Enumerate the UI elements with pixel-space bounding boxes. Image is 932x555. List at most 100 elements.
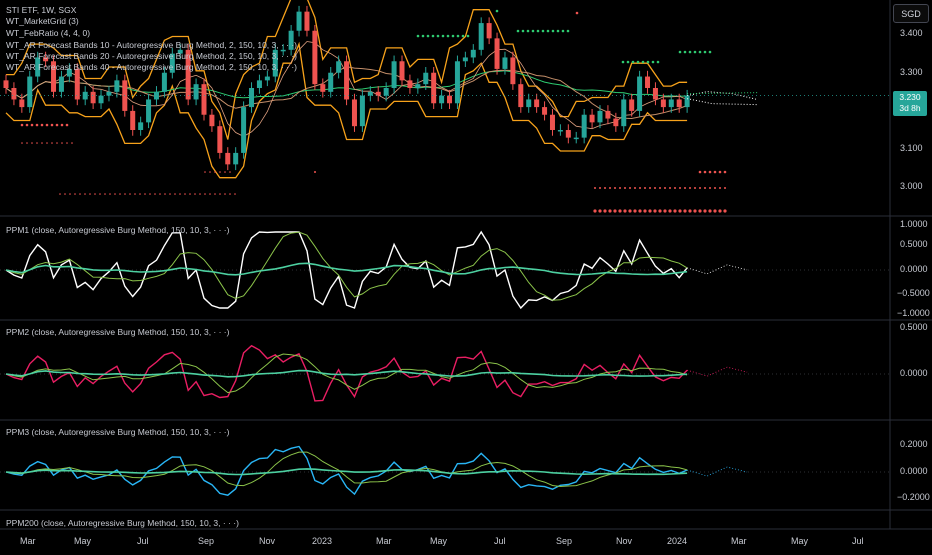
support-dots [638,209,642,213]
support-dots [66,142,68,144]
support-dots [709,187,711,189]
support-dots [669,187,671,189]
ppm1-tick: 1.0000 [900,219,928,229]
support-dots [36,142,38,144]
time-tick: 2023 [312,536,333,546]
support-dots [35,123,39,127]
support-dots [204,171,206,173]
resistance-dots [431,34,435,38]
candle-body [169,53,175,73]
resistance-dots [556,29,560,33]
support-dots [179,193,181,195]
resistance-dots [456,34,460,38]
time-tick: Sep [556,536,573,546]
forecast-path [687,98,758,106]
support-dots [708,209,712,213]
resistance-dots [526,29,530,33]
support-dots [684,187,686,189]
candle-body [470,49,476,58]
candle-body [494,38,500,69]
support-dots [25,123,29,127]
support-dots [99,193,101,195]
support-dots [658,209,662,213]
support-dots [199,193,201,195]
candle-body [344,61,350,100]
support-dots [20,123,24,127]
support-dots [703,209,707,213]
support-dots [89,193,91,195]
candle-body [621,99,627,127]
candle-body [534,99,540,108]
support-dots [64,193,66,195]
candle-body [256,80,262,88]
support-dots [663,209,667,213]
last-price-tag: 3.230 3d 8h [893,91,927,116]
resistance-dots [688,50,692,54]
candle-body [526,99,532,108]
candle-body [320,84,326,92]
support-dots [74,193,76,195]
support-dots [69,193,71,195]
ppm1-tick: −1.0000 [897,308,930,318]
support-dots [61,142,63,144]
currency-button[interactable]: SGD [893,4,929,23]
support-dots [26,142,28,144]
time-tick: Jul [137,536,149,546]
support-dots [45,123,49,127]
ppm2-line [5,344,688,402]
resistance-dots [551,29,555,33]
candle-body [3,80,9,88]
support-dots [704,187,706,189]
candle-body [217,126,223,153]
candle-body [391,61,397,88]
candle-body [177,49,183,54]
support-dots [703,170,707,174]
support-dots [719,187,721,189]
support-dots [713,170,717,174]
support-dots [314,171,316,173]
support-dots [623,209,627,213]
resistance-dots [446,34,450,38]
support-dots [204,193,206,195]
pane-title-ppm3: PPM3 (close, Autoregressive Burg Method,… [6,427,230,437]
time-tick: May [74,536,92,546]
support-dots [55,123,59,127]
support-dots [639,187,641,189]
support-dots [619,187,621,189]
resistance-dots [546,29,550,33]
time-tick: Nov [259,536,276,546]
candle-body [589,114,595,123]
support-dots [229,193,231,195]
candle-body [106,91,112,96]
support-dots [56,142,58,144]
indicator-legend-2: WT_FebRatio (4, 4, 0) [6,28,91,38]
support-dots [683,209,687,213]
resistance-dots [698,50,702,54]
indicator-legend-1: WT_MarketGrid (3) [6,16,79,26]
candle-body [280,49,286,52]
lower-band [5,41,688,179]
forecast-path [687,92,758,95]
candle-body [58,76,64,92]
support-dots [599,187,601,189]
support-dots [678,209,682,213]
support-dots [21,142,23,144]
support-dots [613,209,617,213]
support-dots [649,187,651,189]
bar-countdown: 3d 8h [899,103,921,113]
ppm3-tick: 0.0000 [900,466,928,476]
support-dots [689,187,691,189]
candle-body [209,114,215,127]
ppm3-trend-line [5,468,688,476]
support-dots [664,187,666,189]
resistance-dots [641,60,645,64]
candle-body [233,152,239,165]
pane-title-ppm200: PPM200 (close, Autoregressive Burg Metho… [6,518,239,528]
support-dots [713,209,717,213]
support-dots [194,193,196,195]
candle-body [462,57,468,62]
ppm2-signal-line [5,353,688,394]
candle-body [82,91,88,100]
